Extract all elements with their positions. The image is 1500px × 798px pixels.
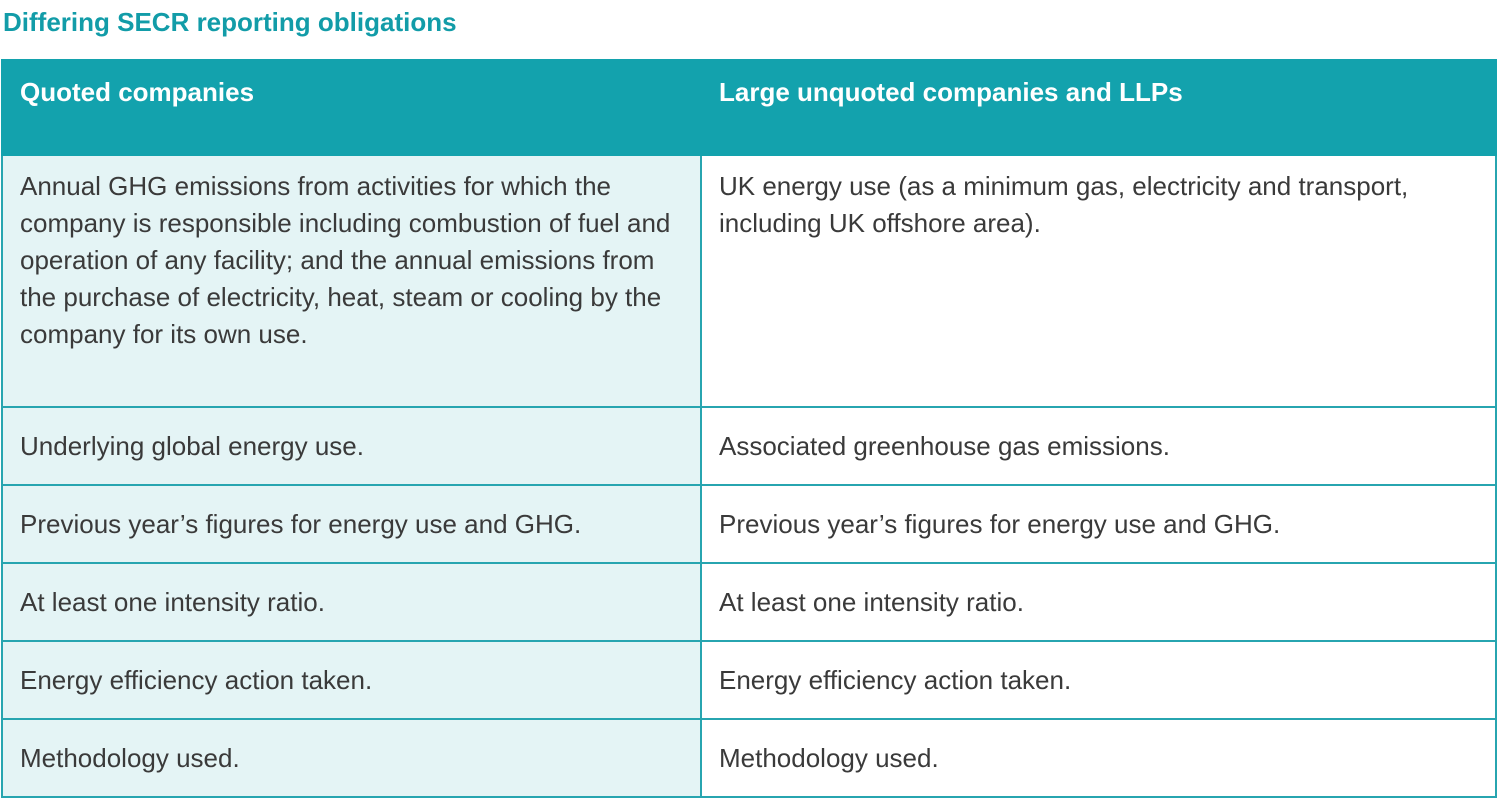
unquoted-cell: Methodology used. [700,718,1497,798]
table-row: Underlying global energy use. Associated… [1,406,1497,486]
unquoted-cell: Associated greenhouse gas emissions. [700,406,1497,486]
table-header-row: Quoted companies Large unquoted companie… [1,59,1497,156]
obligations-table: Quoted companies Large unquoted companie… [1,59,1497,798]
quoted-cell: Methodology used. [1,718,702,798]
table-row: Previous year’s figures for energy use a… [1,484,1497,564]
quoted-cell: Annual GHG emissions from activities for… [1,154,702,408]
unquoted-cell: Previous year’s figures for energy use a… [700,484,1497,564]
quoted-cell: Energy efficiency action taken. [1,640,702,720]
header-quoted-companies: Quoted companies [1,59,702,156]
unquoted-cell: UK energy use (as a minimum gas, electri… [700,154,1497,408]
table-row: Methodology used. Methodology used. [1,718,1497,798]
table-row: Annual GHG emissions from activities for… [1,154,1497,408]
page-title: Differing SECR reporting obligations [3,7,457,37]
quoted-cell: At least one intensity ratio. [1,562,702,642]
quoted-cell: Underlying global energy use. [1,406,702,486]
table-row: Energy efficiency action taken. Energy e… [1,640,1497,720]
unquoted-cell: Energy efficiency action taken. [700,640,1497,720]
quoted-cell: Previous year’s figures for energy use a… [1,484,702,564]
header-large-unquoted-companies: Large unquoted companies and LLPs [700,59,1497,156]
unquoted-cell: At least one intensity ratio. [700,562,1497,642]
table-row: At least one intensity ratio. At least o… [1,562,1497,642]
